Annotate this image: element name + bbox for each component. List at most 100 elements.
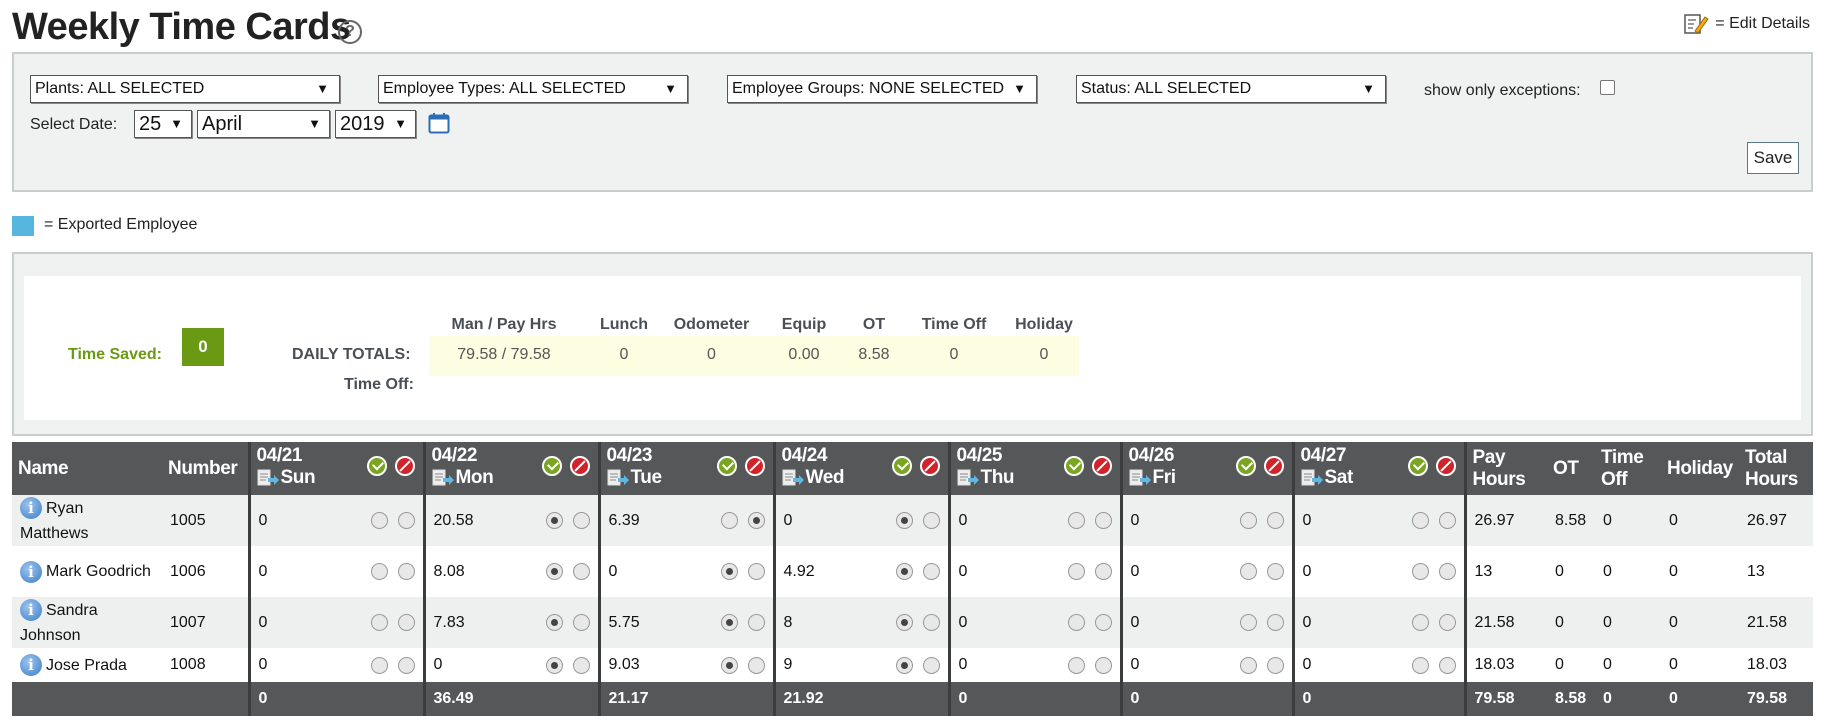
day-radio-a[interactable] — [370, 563, 388, 580]
employee-name[interactable]: Mark Goodrich — [46, 563, 151, 580]
day-radio-b[interactable] — [397, 656, 415, 674]
employee-name[interactable]: Ryan Matthews — [20, 499, 89, 542]
approve-day-icon[interactable] — [1063, 456, 1084, 476]
day-radio-a[interactable] — [1411, 563, 1429, 580]
approve-day-icon[interactable] — [541, 456, 562, 476]
header-holiday[interactable]: Holiday — [1661, 442, 1739, 495]
day-radio-b[interactable] — [1438, 614, 1456, 631]
approve-day-icon[interactable] — [1407, 456, 1428, 476]
day-radio-a[interactable] — [545, 656, 563, 674]
day-hours-value[interactable]: 0 — [1302, 656, 1312, 673]
calendar-icon[interactable] — [428, 112, 450, 134]
question-circle-icon[interactable]: ? — [338, 20, 362, 44]
day-radio-b[interactable] — [572, 512, 590, 529]
day-radio-a[interactable] — [545, 614, 563, 631]
reject-day-icon[interactable] — [1091, 456, 1112, 476]
day-hours-value[interactable]: 0 — [258, 562, 268, 580]
day-radio-a[interactable] — [370, 656, 388, 674]
reject-day-icon[interactable] — [569, 456, 590, 476]
day-radio-b[interactable] — [572, 563, 590, 580]
day-radio-b[interactable] — [922, 614, 940, 631]
day-hours-value[interactable]: 0 — [1130, 613, 1140, 631]
export-document-icon[interactable] — [782, 469, 804, 487]
day-radio-a[interactable] — [1239, 563, 1257, 580]
approve-day-icon[interactable] — [716, 456, 737, 476]
day-radio-b[interactable] — [1266, 656, 1284, 674]
day-radio-b[interactable] — [572, 656, 590, 674]
header-ot[interactable]: OT — [1547, 442, 1595, 495]
day-hours-value[interactable]: 0 — [1130, 656, 1140, 673]
day-radio-a[interactable] — [720, 563, 738, 580]
day-radio-b[interactable] — [1438, 512, 1456, 529]
day-radio-b[interactable] — [1094, 656, 1112, 674]
day-hours-value[interactable]: 0 — [1130, 562, 1140, 580]
header-name[interactable]: Name — [12, 442, 162, 495]
day-hours-value[interactable]: 8 — [783, 613, 793, 631]
day-hours-value[interactable]: 0 — [1302, 511, 1312, 529]
export-document-icon[interactable] — [1129, 469, 1151, 487]
day-hours-value[interactable]: 0 — [258, 656, 268, 673]
approve-day-icon[interactable] — [1235, 456, 1256, 476]
header-time-off[interactable]: Time Off — [1595, 442, 1661, 495]
header-total-hours[interactable]: Total Hours — [1739, 442, 1813, 495]
day-radio-a[interactable] — [895, 512, 913, 529]
day-radio-b[interactable] — [1438, 656, 1456, 674]
header-number[interactable]: Number — [162, 442, 249, 495]
day-radio-b[interactable] — [397, 563, 415, 580]
day-radio-a[interactable] — [895, 614, 913, 631]
day-radio-a[interactable] — [370, 614, 388, 631]
day-radio-a[interactable] — [1239, 656, 1257, 674]
day-radio-b[interactable] — [747, 614, 765, 631]
approve-day-icon[interactable] — [366, 456, 387, 476]
day-radio-a[interactable] — [545, 563, 563, 580]
day-hours-value[interactable]: 0 — [783, 511, 793, 529]
day-radio-a[interactable] — [720, 512, 738, 529]
day-radio-a[interactable] — [1239, 512, 1257, 529]
day-hours-value[interactable]: 0 — [1130, 511, 1140, 529]
status-select[interactable]: Status: ALL SELECTED ▼ — [1076, 75, 1386, 103]
day-select[interactable]: 25 ▼ — [134, 110, 192, 138]
employee-groups-select[interactable]: Employee Groups: NONE SELECTED ▼ — [727, 75, 1037, 103]
day-hours-value[interactable]: 0 — [258, 511, 268, 529]
day-radio-a[interactable] — [370, 512, 388, 529]
day-hours-value[interactable]: 0 — [1302, 613, 1312, 631]
day-radio-a[interactable] — [895, 563, 913, 580]
day-radio-b[interactable] — [922, 563, 940, 580]
day-hours-value[interactable]: 0 — [608, 562, 618, 580]
header-pay-hours[interactable]: Pay Hours — [1463, 442, 1547, 495]
export-document-icon[interactable] — [607, 469, 629, 487]
day-radio-a[interactable] — [1411, 512, 1429, 529]
day-radio-a[interactable] — [895, 656, 913, 674]
day-radio-b[interactable] — [1266, 512, 1284, 529]
day-radio-b[interactable] — [1438, 563, 1456, 580]
day-radio-a[interactable] — [720, 614, 738, 631]
employee-types-select[interactable]: Employee Types: ALL SELECTED ▼ — [378, 75, 688, 103]
show-exceptions-checkbox[interactable] — [1600, 80, 1615, 95]
day-radio-b[interactable] — [747, 656, 765, 674]
employee-name[interactable]: Jose Prada — [46, 656, 127, 674]
day-radio-b[interactable] — [747, 563, 765, 580]
reject-day-icon[interactable] — [394, 456, 415, 476]
day-radio-b[interactable] — [397, 614, 415, 631]
reject-day-icon[interactable] — [1263, 456, 1284, 476]
reject-day-icon[interactable] — [1435, 456, 1456, 476]
day-hours-value[interactable]: 0 — [958, 562, 968, 580]
day-hours-value[interactable]: 9 — [783, 656, 793, 673]
day-hours-value[interactable]: 0 — [258, 613, 268, 631]
day-radio-b[interactable] — [922, 656, 940, 674]
day-hours-value[interactable]: 4.92 — [783, 562, 815, 580]
info-icon[interactable]: i — [20, 599, 42, 622]
day-radio-a[interactable] — [1067, 614, 1085, 631]
day-hours-value[interactable]: 7.83 — [433, 613, 465, 631]
day-radio-a[interactable] — [1067, 512, 1085, 529]
day-radio-a[interactable] — [1067, 656, 1085, 674]
day-hours-value[interactable]: 0 — [433, 656, 443, 673]
reject-day-icon[interactable] — [744, 456, 765, 476]
export-document-icon[interactable] — [432, 469, 454, 487]
approve-day-icon[interactable] — [891, 456, 912, 476]
day-radio-a[interactable] — [545, 512, 563, 529]
info-icon[interactable]: i — [20, 654, 42, 677]
day-radio-b[interactable] — [397, 512, 415, 529]
day-radio-a[interactable] — [1239, 614, 1257, 631]
month-select[interactable]: April ▼ — [197, 110, 330, 138]
